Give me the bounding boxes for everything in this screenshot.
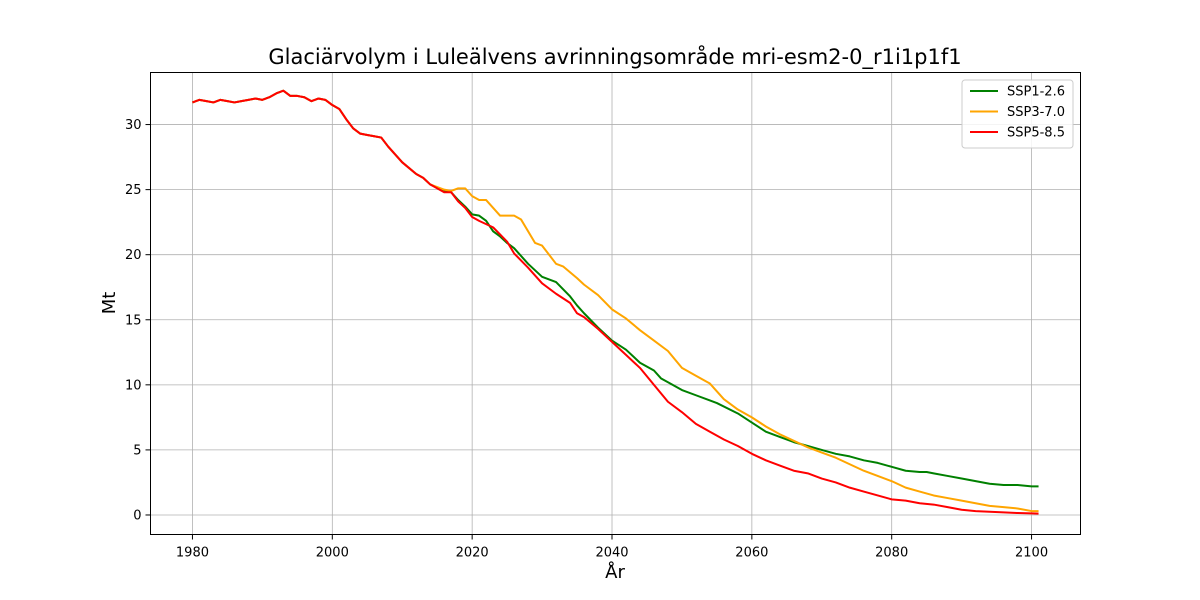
y-tick-label: 25 (125, 183, 142, 198)
x-tick-label: 2080 (875, 546, 908, 561)
y-tick-label: 30 (125, 118, 142, 133)
x-tick-label: 2020 (456, 546, 489, 561)
y-axis-label: Mt (99, 292, 120, 315)
grid-lines (150, 72, 1081, 535)
x-tick-label: 1980 (176, 546, 209, 561)
legend: SSP1-2.6 SSP3-7.0 SSP5-8.5 (961, 79, 1074, 149)
plot-frame (150, 72, 1081, 535)
chart-title: Glaciärvolym i Luleälvens avrinningsområ… (268, 44, 961, 70)
x-tick-label: 2000 (316, 546, 349, 561)
y-tick-label: 0 (133, 508, 141, 523)
x-tick-label: 2100 (1015, 546, 1048, 561)
y-tick-label: 20 (125, 248, 142, 263)
y-tick-label: 15 (125, 313, 142, 328)
legend-label: SSP1-2.6 (1007, 85, 1065, 100)
x-axis-label: År (605, 561, 625, 583)
series-line-ssp5-8-5 (192, 89, 1039, 515)
x-tick-label: 2060 (735, 546, 768, 561)
y-tick-label: 10 (125, 378, 142, 393)
x-tick-label: 2040 (595, 546, 628, 561)
legend-label: SSP3-7.0 (1007, 105, 1065, 120)
series-lines (192, 89, 1039, 515)
y-tick-label: 5 (133, 443, 141, 458)
legend-label: SSP5-8.5 (1007, 126, 1065, 141)
axis-ticks: 1980 2000 2020 2040 2060 2080 2100 0 5 10 15 20 25 30 (125, 118, 1048, 560)
